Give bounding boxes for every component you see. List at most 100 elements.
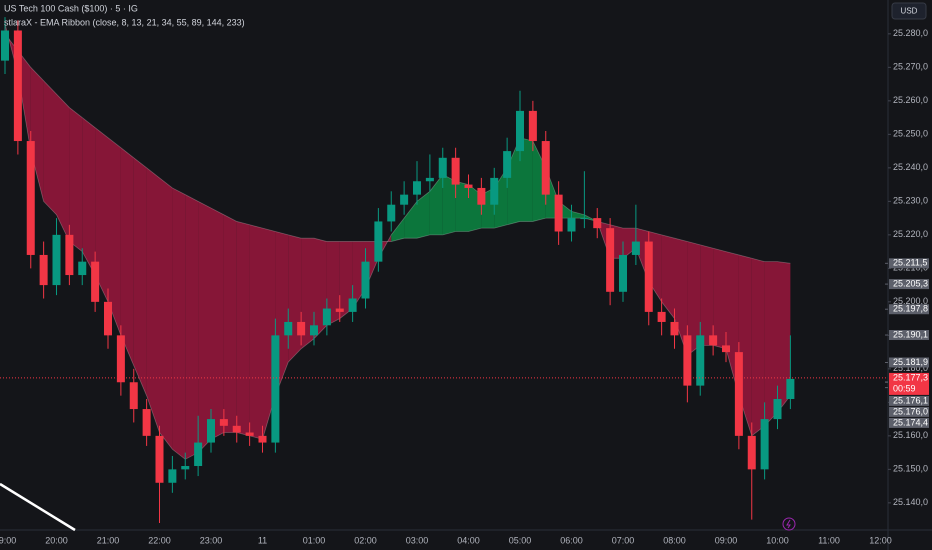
ema-ribbon: [687, 241, 701, 356]
candle-body: [335, 308, 344, 312]
x-tick-label: 22:00: [148, 535, 171, 545]
x-tick-label: 03:00: [406, 535, 429, 545]
ema-ribbon: [520, 137, 533, 222]
countdown: 00:59: [893, 383, 916, 393]
drawing-line: [0, 482, 76, 532]
candle-body: [374, 221, 383, 262]
candle-body: [580, 218, 589, 220]
candle-body: [657, 311, 666, 322]
candle-body: [142, 409, 151, 436]
price-label-box: [889, 417, 929, 428]
ema-line: [4, 23, 791, 460]
indicator-label: stlaraX - EMA Ribbon (close, 8, 13, 21, …: [4, 17, 245, 27]
ema-ribbon: [43, 80, 57, 215]
y-tick-label: 25.200,0: [893, 296, 928, 306]
ema-ribbon: [301, 238, 314, 349]
ema-ribbon: [442, 174, 456, 235]
x-tick-label: 08:00: [663, 535, 686, 545]
candle-body: [39, 254, 48, 286]
candle-body: [258, 435, 267, 443]
ema-ribbon: [223, 214, 237, 433]
x-tick-label: 19:00: [0, 535, 16, 545]
candle-body: [451, 157, 460, 185]
y-tick-label: 25.260,0: [893, 95, 928, 105]
ema-ribbon: [378, 234, 392, 259]
candle-body: [297, 321, 306, 336]
price-label-box: [889, 279, 929, 290]
ema-line: [4, 33, 791, 264]
ema-ribbon: [700, 244, 714, 346]
candle-body: [310, 325, 318, 336]
ema-ribbon: [249, 224, 263, 440]
currency-button[interactable]: [891, 2, 927, 20]
candle-body: [52, 234, 61, 286]
candle-body: [194, 442, 203, 467]
candle-body: [322, 308, 331, 326]
candle-body: [696, 335, 705, 386]
ema-ribbon: [326, 241, 340, 326]
x-tick-label: 06:00: [560, 535, 583, 545]
candle-body: [284, 321, 293, 336]
y-tick-label: 25.230,0: [893, 196, 928, 206]
candle-body: [528, 110, 537, 142]
candle-body: [516, 110, 524, 152]
candle-body: [464, 184, 473, 188]
candle-body: [219, 419, 228, 426]
ema-ribbon: [391, 218, 405, 242]
ema-ribbon: [120, 147, 134, 366]
x-tick-label: 09:00: [715, 535, 738, 545]
candle-body: [773, 399, 782, 420]
event-icon[interactable]: [786, 519, 791, 529]
candle-body: [271, 335, 280, 443]
ema-ribbon: [30, 67, 44, 202]
candle-body: [168, 469, 177, 483]
y-tick-label: 25.220,0: [893, 229, 928, 239]
candle-body: [722, 345, 730, 353]
y-tick-label: 25.160,0: [893, 430, 928, 440]
ema-ribbon: [211, 208, 224, 440]
candle-body: [26, 141, 35, 255]
candle-body: [503, 151, 512, 178]
price-label-box: [889, 330, 929, 341]
y-tick-label: 25.150,0: [893, 464, 928, 474]
ema-ribbon: [172, 187, 186, 460]
event-icon[interactable]: [782, 517, 796, 531]
candle-body: [13, 30, 22, 142]
x-tick-label: 04:00: [457, 535, 480, 545]
ema-ribbon: [236, 221, 250, 436]
ema-ribbon: [108, 137, 121, 336]
x-tick-label: 10:00: [766, 535, 789, 545]
candle-body: [670, 321, 679, 336]
candle-body: [760, 419, 769, 470]
ema-ribbon: [288, 234, 302, 363]
candle-body: [104, 301, 112, 336]
x-tick-label: 01:00: [303, 535, 326, 545]
price-label: 25.177,3: [893, 372, 928, 382]
candle-body: [65, 234, 74, 276]
candle-body: [181, 466, 190, 470]
currency-label[interactable]: USD: [901, 7, 918, 16]
ema-ribbon: [661, 234, 675, 319]
ema-ribbon: [507, 137, 520, 225]
ema-ribbon: [56, 94, 70, 242]
ema-ribbon: [185, 194, 199, 460]
ema-ribbon: [713, 248, 726, 349]
price-label: 25.205,3: [893, 278, 928, 288]
y-tick-label: 25.240,0: [893, 162, 928, 172]
candle-body: [606, 228, 615, 292]
candle-body: [425, 177, 434, 182]
candle-body: [232, 425, 241, 433]
candle-body: [91, 261, 100, 302]
ema-ribbon: [455, 181, 469, 232]
y-tick-label: 25.140,0: [893, 497, 928, 507]
price-label-box: [889, 357, 929, 368]
price-label-box: [889, 395, 929, 406]
x-tick-label: 11:00: [818, 535, 840, 545]
ema-ribbon: [69, 107, 83, 252]
candle-body: [644, 241, 653, 312]
candle-body: [245, 432, 254, 436]
candle-body: [490, 177, 499, 205]
y-tick-label: 25.280,0: [893, 28, 928, 38]
candle-body: [567, 218, 576, 232]
